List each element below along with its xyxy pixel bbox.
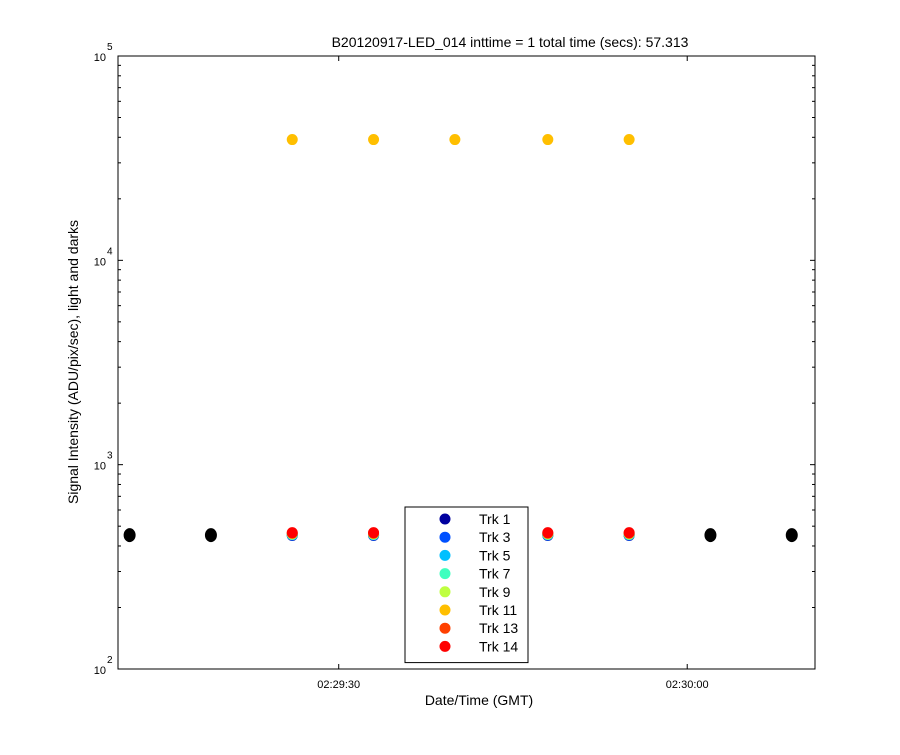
x-axis-label: Date/Time (GMT) xyxy=(425,692,533,708)
legend-label: Trk 1 xyxy=(479,511,511,527)
legend-label: Trk 3 xyxy=(479,529,511,545)
data-point-trk-11 xyxy=(368,134,380,146)
data-point-trk-11 xyxy=(449,134,461,146)
dark-point xyxy=(123,528,136,543)
y-tick-label: 10 xyxy=(94,461,106,473)
legend-marker xyxy=(439,531,451,543)
data-point-trk-14 xyxy=(542,527,554,539)
legend-label: Trk 5 xyxy=(479,547,511,563)
legend-marker xyxy=(439,568,451,580)
legend-box xyxy=(404,506,529,664)
y-tick-exponent: 4 xyxy=(107,246,113,257)
legend-marker xyxy=(439,549,451,561)
legend-label: Trk 14 xyxy=(479,638,518,654)
x-tick-label: 02:29:30 xyxy=(317,679,360,691)
dark-point xyxy=(785,528,798,543)
y-tick-label: 10 xyxy=(94,52,106,64)
y-tick-label: 10 xyxy=(94,256,106,268)
data-point-trk-11 xyxy=(623,134,635,146)
data-point-trk-11 xyxy=(286,134,298,146)
legend-label: Trk 11 xyxy=(479,602,517,618)
data-point-trk-14 xyxy=(623,527,635,539)
y-tick-exponent: 2 xyxy=(107,655,113,666)
data-point-trk-14 xyxy=(368,527,380,539)
legend-marker xyxy=(439,604,451,616)
y-tick-exponent: 5 xyxy=(107,42,113,53)
legend-marker xyxy=(439,513,451,525)
y-axis-label: Signal Intensity (ADU/pix/sec), light an… xyxy=(65,220,81,504)
plot-frame xyxy=(117,55,816,670)
chart-title: B20120917-LED_014 inttime = 1 total time… xyxy=(332,34,689,50)
legend-label: Trk 13 xyxy=(479,620,518,636)
data-point-trk-11 xyxy=(542,134,554,146)
dark-point xyxy=(704,528,717,543)
legend: Trk 1 Trk 3 Trk 5 Trk 7 Trk 9 Trk 11 Trk 13 Trk… xyxy=(404,506,529,664)
data-point-trk-14 xyxy=(286,527,298,539)
dark-point xyxy=(204,528,217,543)
legend-label: Trk 7 xyxy=(479,566,511,582)
y-tick-exponent: 3 xyxy=(107,451,113,462)
x-tick-label: 02:30:00 xyxy=(666,679,709,691)
legend-marker xyxy=(439,640,451,652)
legend-marker xyxy=(439,586,451,598)
y-tick-label: 10 xyxy=(94,665,106,677)
legend-label: Trk 9 xyxy=(479,584,511,600)
legend-marker xyxy=(439,622,451,634)
